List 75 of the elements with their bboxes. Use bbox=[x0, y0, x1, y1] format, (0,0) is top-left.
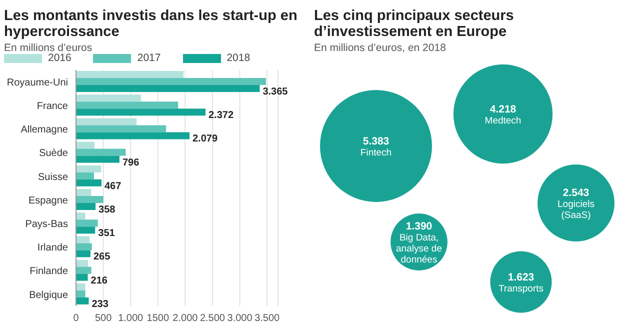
x-tick-label: 2.500 bbox=[200, 313, 226, 324]
bar bbox=[76, 179, 102, 186]
x-tick-label: 1500 bbox=[146, 313, 170, 324]
x-tick-label: 2.000 bbox=[172, 313, 198, 324]
bar bbox=[76, 297, 89, 304]
text: Les cinq principaux secteurs d’investissement en Europe bbox=[314, 8, 515, 40]
y-tick-label: Royaume-Uni bbox=[6, 77, 68, 88]
bar bbox=[76, 125, 166, 132]
bar bbox=[76, 148, 126, 156]
y-tick-label: Allemagne bbox=[20, 124, 68, 136]
data-label: 2.079 bbox=[192, 134, 218, 145]
data-label: 796 bbox=[122, 157, 140, 168]
bar bbox=[76, 102, 178, 109]
y-tick-label: Suisse bbox=[38, 172, 68, 183]
chart-subtitle: En millions d’euros bbox=[4, 42, 92, 54]
y-tick-label: Finlande bbox=[30, 266, 68, 278]
y-tick-label: France bbox=[36, 100, 68, 112]
x-tick-label: 1.000 bbox=[118, 313, 144, 324]
bar bbox=[76, 85, 260, 92]
bar bbox=[76, 260, 88, 267]
x-tick-label: 3.000 bbox=[227, 313, 253, 324]
data-label: 216 bbox=[90, 275, 108, 286]
x-tick-label: 3.500 bbox=[254, 313, 280, 324]
bar bbox=[76, 196, 104, 203]
data-label: 5.383 bbox=[362, 136, 390, 148]
bar bbox=[76, 236, 90, 244]
y-tick-label: Espagne bbox=[28, 195, 68, 206]
data-label: 3.365 bbox=[262, 86, 288, 98]
chart-title: Les montants investis dans les start-up en hypercroissance bbox=[4, 8, 298, 40]
category-label: Transports bbox=[498, 284, 544, 294]
data-label: 2.543 bbox=[562, 187, 590, 199]
y-tick-label: Irlande bbox=[37, 242, 68, 254]
bar bbox=[76, 71, 184, 78]
data-label: 467 bbox=[104, 180, 122, 192]
data-label: 351 bbox=[98, 228, 116, 240]
bar bbox=[76, 78, 266, 85]
bar bbox=[76, 108, 206, 116]
bar bbox=[76, 243, 92, 250]
data-label: 265 bbox=[93, 252, 111, 263]
bar bbox=[76, 226, 96, 234]
data-label: 233 bbox=[92, 298, 109, 310]
bar bbox=[76, 189, 92, 196]
data-label: 2.372 bbox=[208, 110, 234, 122]
y-tick-label: Suède bbox=[39, 148, 68, 160]
data-label: 1.390 bbox=[406, 220, 432, 232]
text: En millions d’euros, en 2018 bbox=[314, 42, 447, 54]
category-label: Big Data, analyse de données bbox=[396, 232, 442, 266]
category-label: Fintech bbox=[360, 148, 392, 158]
legend-label: 2018 bbox=[226, 52, 250, 64]
y-tick-label: Belgique bbox=[29, 290, 68, 301]
bar bbox=[76, 118, 137, 126]
bar bbox=[76, 142, 95, 149]
bar bbox=[76, 220, 98, 227]
x-tick-label: 0 bbox=[73, 313, 80, 324]
bar bbox=[76, 250, 90, 258]
data-label: 358 bbox=[98, 204, 116, 216]
bar bbox=[76, 132, 190, 140]
category-label: Logiciels (SaaS) bbox=[558, 199, 595, 221]
legend-label: 2017 bbox=[137, 52, 161, 64]
legend-label: 2016 bbox=[48, 52, 72, 64]
bar bbox=[76, 290, 86, 298]
bar bbox=[76, 212, 86, 220]
bar bbox=[76, 165, 102, 172]
bar bbox=[76, 203, 96, 210]
category-label: Medtech bbox=[484, 116, 522, 126]
bar bbox=[76, 94, 141, 102]
x-tick-label: 500 bbox=[94, 313, 112, 324]
bar bbox=[76, 156, 120, 163]
bar bbox=[76, 283, 86, 290]
bar bbox=[76, 266, 92, 274]
bar bbox=[76, 172, 94, 180]
bar bbox=[76, 274, 88, 281]
y-tick-label: Pays-Bas bbox=[25, 218, 68, 230]
data-label: 1.623 bbox=[508, 272, 534, 284]
data-label: 4.218 bbox=[490, 104, 516, 116]
